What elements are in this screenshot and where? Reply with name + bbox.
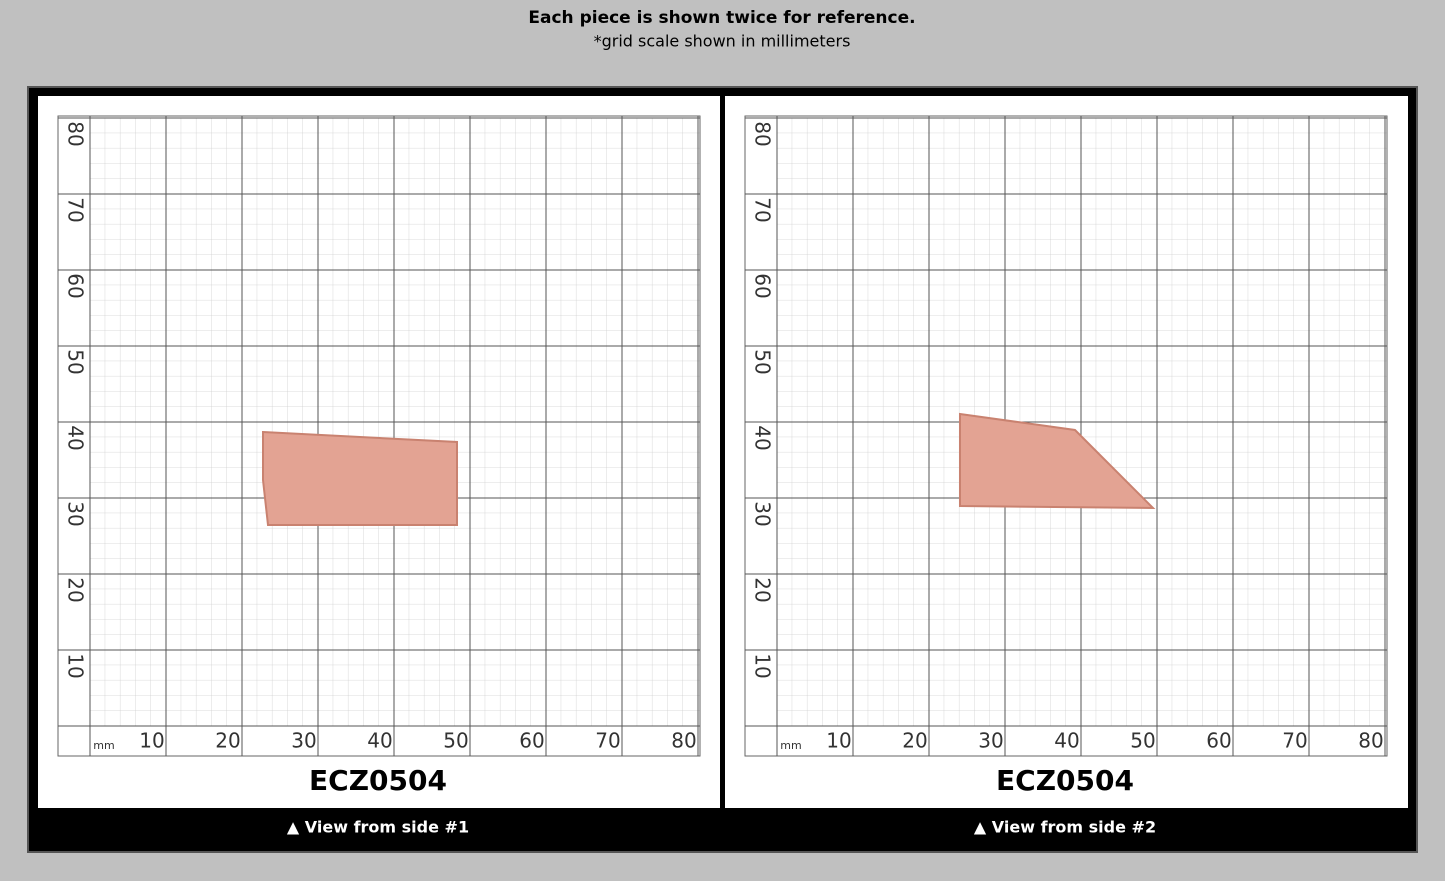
view-caption: ▲ View from side #1 [287,818,469,837]
y-scale-label: 60 [64,273,88,298]
y-scale-label: 10 [64,653,88,678]
unit-label: mm [780,739,801,752]
x-scale-label: 50 [443,729,468,753]
x-scale-label: 20 [215,729,240,753]
x-scale-label: 30 [978,729,1003,753]
y-scale-label: 50 [751,349,775,374]
y-scale-label: 10 [751,653,775,678]
x-scale-label: 20 [902,729,927,753]
specimen [262,430,458,526]
x-scale-label: 40 [1054,729,1079,753]
unit-label: mm [93,739,114,752]
x-scale-label: 80 [1358,729,1383,753]
x-scale-label: 40 [367,729,392,753]
y-scale-label: 30 [751,501,775,526]
y-scale-label: 40 [751,425,775,450]
grid-border [744,115,1388,757]
y-scale-label: 20 [751,577,775,602]
y-scale-label: 80 [751,121,775,146]
specimen [959,412,1156,510]
x-scale-label: 10 [826,729,851,753]
x-scale-label: 70 [1282,729,1307,753]
x-scale-label: 80 [671,729,696,753]
y-scale-label: 20 [64,577,88,602]
x-scale-label: 10 [139,729,164,753]
piece-label: ECZ0504 [996,764,1134,797]
title: Each piece is shown twice for reference. [528,8,915,28]
y-scale-label: 60 [751,273,775,298]
x-scale-label: 50 [1130,729,1155,753]
x-scale-label: 30 [291,729,316,753]
view-caption: ▲ View from side #2 [974,818,1156,837]
x-scale-label: 70 [595,729,620,753]
y-scale-label: 70 [751,197,775,222]
x-scale-label: 60 [1206,729,1231,753]
subtitle: *grid scale shown in millimeters [594,32,851,51]
grid-border [57,115,701,757]
piece-label: ECZ0504 [309,764,447,797]
x-scale-label: 60 [519,729,544,753]
y-scale-label: 70 [64,197,88,222]
y-scale-label: 30 [64,501,88,526]
y-scale-label: 50 [64,349,88,374]
y-scale-label: 40 [64,425,88,450]
y-scale-label: 80 [64,121,88,146]
